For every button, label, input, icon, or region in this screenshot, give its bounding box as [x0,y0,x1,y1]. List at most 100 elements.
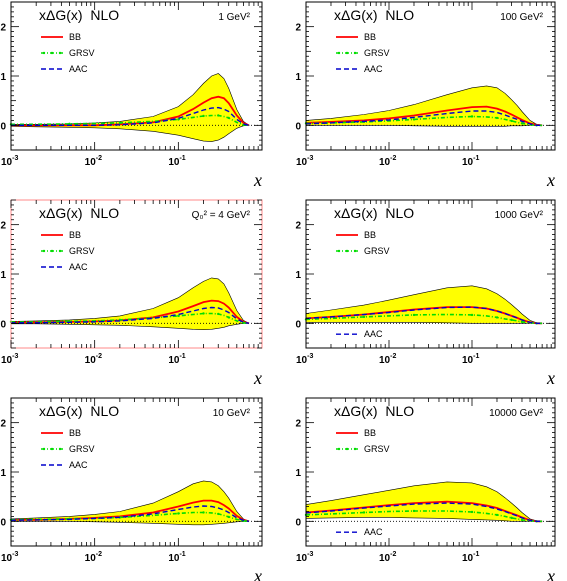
legend-label-aac: AAC [364,527,383,537]
plot-frame [305,199,556,349]
series-line-aac [11,306,250,324]
series-line-grsv [11,114,250,127]
grsv-point [227,316,230,319]
series-line-bb [305,105,543,127]
grsv-point [177,314,180,318]
y-tick-label: 2 [295,23,301,34]
legend-label-grsv: GRSV [364,246,390,256]
series-line-aac [305,110,543,126]
legend-grsv-point [345,249,349,253]
y-tick-label: 2 [295,419,301,430]
grsv-point [510,318,513,322]
y-tick-label: 2 [0,419,6,430]
scale-label: 10 GeV² [213,408,251,419]
grsv-point [68,122,71,126]
panel-3: 0 1 2 10-3 10-2 10-1 x xΔG(x) NLO Q₀² = 4 GeV² BB… [0,199,263,388]
x-tick-label: 10-2 [379,551,396,564]
series-line-grsv [10,511,250,523]
x-tick-label: 10-2 [85,155,102,168]
series-line-aac [305,502,543,522]
panel-5: 0 1 2 10-3 10-2 10-1 x xΔG(x) NLO 10 GeV² BB GRSV A… [0,397,263,581]
grsv-point [362,315,366,319]
x-tick-label: 10-1 [168,551,185,564]
panel-6: 0 1 2 10-3 10-2 10-1 x xΔG(x) NLO 10000 GeV² BB GR… [295,397,556,581]
panel-2: 0 1 2 10-3 10-2 10-1 x xΔG(x) NLO 100 GeV² BB GRSV… [295,1,556,190]
panel-title: xΔG(x) NLO [334,7,414,23]
legend-label-aac: AAC [69,262,88,272]
x-tick-label: 10-2 [379,353,396,366]
legend-grsv-point [58,249,62,253]
y-tick-label: 2 [295,221,301,232]
x-axis-title: x [546,170,555,190]
legend-label-grsv: GRSV [364,48,390,58]
panel-1: 0 1 2 10-3 10-2 10-1 x xΔG(x) NLO 1 GeV² BB GRSV AA… [0,1,263,190]
uncertainty-band [10,480,250,526]
scale-label: 100 GeV² [500,12,543,23]
x-tick-label: 10-1 [462,155,479,168]
plot-frame [305,1,556,151]
y-tick-label: 1 [295,270,301,281]
grsv-point [470,510,474,514]
x-axis-title: x [546,368,555,388]
legend-grsv-point [337,249,341,253]
grsv-point [202,114,205,118]
legend-label-bb: BB [69,230,81,240]
series-line-bb [11,95,250,127]
y-tick-label: 2 [0,221,6,232]
legend-label-bb: BB [364,428,376,438]
series-line-aac [10,505,250,522]
legend-grsv-point [50,249,54,253]
legend-grsv-point [42,249,46,253]
panel-title: xΔG(x) NLO [334,205,414,221]
x-tick-label: 10-3 [1,551,18,564]
grsv-point [217,312,220,316]
grsv-point [520,518,524,522]
y-tick-label: 2 [0,23,6,34]
legend-grsv-point [58,51,62,55]
panel-title: xΔG(x) NLO [39,205,119,221]
x-tick-label: 10-2 [379,155,396,168]
panel-4: 0 1 2 10-3 10-2 10-1 x xΔG(x) NLO 1000 GeV² BB GRS… [295,199,556,388]
legend-grsv-point [345,447,349,451]
grsv-point [470,115,474,118]
grsv-point [510,119,513,123]
legend-grsv-point [50,447,54,451]
scale-label: 1000 GeV² [495,210,544,221]
x-axis-title: x [546,566,555,581]
grsv-point [118,121,122,125]
x-tick-label: 10-3 [296,551,313,564]
panel-title: xΔG(x) NLO [39,403,119,419]
y-tick-label: 1 [295,72,301,83]
y-tick-label: 1 [0,468,6,479]
series-line-aac [305,306,543,324]
scale-label: 10000 GeV² [489,408,544,419]
grsv-point [495,513,499,517]
panel-title: xΔG(x) NLO [39,7,119,23]
series-line-bb [305,500,543,523]
x-tick-label: 10-1 [462,353,479,366]
grsv-point [217,512,220,516]
x-tick-label: 10-3 [1,353,18,366]
legend-label-bb: BB [69,32,81,42]
legend-label-grsv: GRSV [69,444,95,454]
legend-grsv-point [42,51,46,55]
scale-label: Q₀² = 4 GeV² [192,210,251,221]
plot-frame [10,397,263,547]
panel-title: xΔG(x) NLO [334,403,414,419]
y-tick-label: 0 [295,121,301,132]
legend-grsv-point [337,51,341,55]
x-tick-label: 10-1 [168,353,185,366]
grsv-point [242,321,245,325]
legend-grsv-point [345,51,349,55]
grsv-point [217,114,220,117]
x-axis-title: x [253,566,262,581]
grsv-point [520,122,524,125]
legend-label-aac: AAC [69,64,88,74]
uncertainty-band [305,285,543,324]
y-tick-label: 1 [0,72,6,83]
x-tick-label: 10-3 [296,353,313,366]
grsv-point [495,116,499,120]
grsv-point [412,509,416,513]
legend-grsv-point [50,51,54,55]
legend-label-grsv: GRSV [364,444,390,454]
